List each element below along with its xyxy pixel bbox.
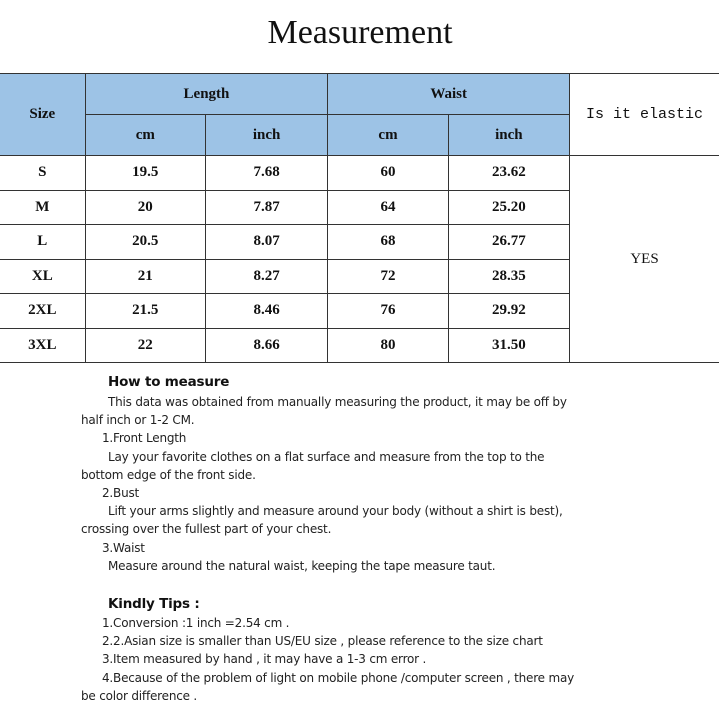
instruction-line: 2.Bust: [102, 486, 140, 500]
unit-header: cm: [84, 114, 206, 156]
value-cell: 8.66: [204, 327, 329, 363]
size-header: Size: [0, 73, 86, 156]
value-cell: 68: [327, 224, 449, 260]
elastic-header: Is it elastic: [569, 73, 719, 156]
size-cell: XL: [0, 258, 86, 294]
length-header: Length: [84, 73, 329, 115]
value-cell: 8.46: [204, 293, 329, 329]
tip-line: 1.Conversion :1 inch =2.54 cm .: [102, 616, 290, 630]
size-cell: M: [0, 189, 86, 225]
tip-line: 3.Item measured by hand , it may have a …: [102, 652, 427, 667]
table-row: 2XL 21.5 8.46 76 29.92: [0, 293, 719, 329]
instruction-line: Lay your favorite clothes on a flat surf…: [108, 449, 545, 464]
how-to-measure-heading: How to measure: [108, 374, 230, 390]
tip-line: be color difference .: [81, 688, 198, 703]
value-cell: 25.20: [447, 189, 571, 225]
unit-header: inch: [204, 114, 329, 156]
value-cell: 20.5: [84, 224, 206, 260]
value-cell: 76: [327, 293, 449, 329]
value-cell: 28.35: [447, 258, 571, 294]
waist-header: Waist: [327, 73, 571, 115]
value-cell: 21.5: [84, 293, 206, 329]
value-cell: 31.50: [447, 327, 571, 363]
table-row: L 20.5 8.07 68 26.77: [0, 224, 719, 260]
value-cell: 7.87: [204, 189, 329, 225]
size-cell: L: [0, 224, 86, 260]
value-cell: 20: [84, 189, 206, 225]
instruction-line: 3.Waist: [102, 540, 145, 555]
value-cell: 21: [84, 258, 206, 294]
table-row: M 20 7.87 64 25.20: [0, 189, 719, 225]
table-row: 3XL 22 8.66 80 31.50: [0, 327, 719, 363]
elastic-value: YES: [569, 155, 719, 363]
unit-header: inch: [447, 114, 571, 156]
instruction-line: 1.Front Length: [102, 431, 187, 446]
value-cell: 8.27: [204, 258, 329, 294]
value-cell: 26.77: [447, 224, 571, 260]
value-cell: 29.92: [447, 293, 571, 329]
value-cell: 23.62: [447, 155, 571, 191]
instruction-line: bottom edge of the front side.: [81, 467, 256, 482]
unit-header: cm: [327, 114, 449, 156]
page-title: Measurement: [267, 14, 453, 51]
value-cell: 60: [327, 155, 449, 191]
value-cell: 19.5: [84, 155, 206, 191]
value-cell: 80: [327, 327, 449, 363]
instruction-line: Measure around the natural waist, keepin…: [108, 558, 496, 573]
value-cell: 8.07: [204, 224, 329, 260]
tip-line: 2.2.Asian size is smaller than US/EU siz…: [102, 634, 543, 649]
size-cell: 3XL: [0, 327, 86, 363]
table-row: S 19.5 7.68 60 23.62 YES: [0, 155, 719, 363]
size-chart-table: Size Length Waist Is it elastic cm inch …: [0, 73, 719, 363]
instruction-line: This data was obtained from manually mea…: [108, 395, 567, 409]
instruction-line: Lift your arms slightly and measure arou…: [108, 504, 563, 519]
instruction-line: half inch or 1-2 CM.: [81, 413, 195, 428]
kindly-tips-heading: Kindly Tips :: [108, 596, 200, 612]
size-cell: 2XL: [0, 293, 86, 329]
value-cell: 64: [327, 189, 449, 225]
value-cell: 7.68: [204, 155, 329, 191]
instruction-line: crossing over the fullest part of your c…: [81, 522, 332, 537]
size-cell: S: [0, 155, 86, 191]
tip-line: 4.Because of the problem of light on mob…: [102, 670, 575, 685]
value-cell: 22: [84, 327, 206, 363]
value-cell: 72: [327, 258, 449, 294]
